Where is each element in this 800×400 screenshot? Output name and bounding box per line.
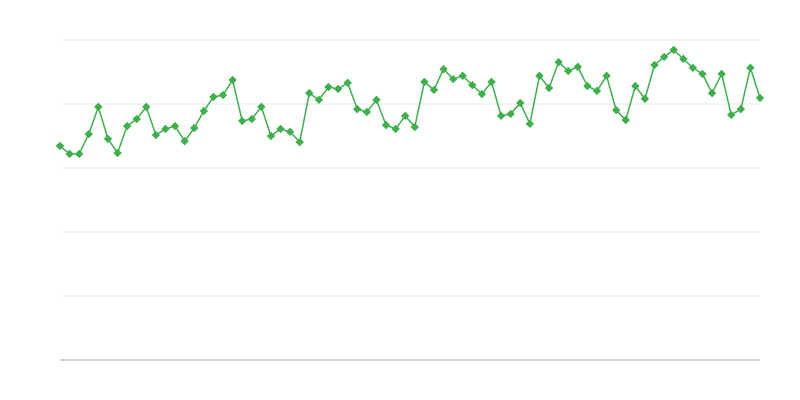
point-marker <box>391 124 400 134</box>
point-marker <box>746 63 755 73</box>
point-marker <box>458 71 467 81</box>
point-marker <box>755 93 765 103</box>
point-marker <box>602 71 611 81</box>
point-marker <box>727 110 736 120</box>
point-marker <box>640 94 650 104</box>
point-marker <box>247 114 256 124</box>
point-marker <box>228 75 237 85</box>
point-marker <box>266 131 276 141</box>
point-marker <box>544 83 554 93</box>
point-marker <box>257 102 266 112</box>
point-marker <box>707 88 717 98</box>
point-marker <box>295 137 304 147</box>
point-marker <box>611 105 621 115</box>
point-marker <box>132 114 141 124</box>
point-marker <box>381 120 391 130</box>
point-marker <box>688 63 698 73</box>
point-marker <box>180 136 189 146</box>
point-marker <box>199 106 209 116</box>
point-marker <box>516 98 525 108</box>
point-marker <box>669 45 678 55</box>
point-marker <box>592 86 602 96</box>
point-marker <box>55 141 65 151</box>
point-marker <box>353 104 362 114</box>
point-marker <box>698 69 707 79</box>
point-marker <box>496 111 506 121</box>
point-marker <box>343 78 352 88</box>
point-marker <box>525 119 535 129</box>
point-marker <box>410 122 419 132</box>
point-marker <box>679 54 688 64</box>
point-marker <box>113 148 122 158</box>
point-marker <box>218 90 228 100</box>
point-marker <box>583 81 592 91</box>
point-marker <box>506 109 515 119</box>
point-marker <box>209 92 218 102</box>
point-marker <box>401 111 410 121</box>
point-marker <box>659 52 669 62</box>
point-marker <box>650 60 659 70</box>
point-marker <box>535 71 544 81</box>
point-marker <box>122 121 132 131</box>
point-marker <box>314 95 324 105</box>
point-marker <box>65 149 74 159</box>
point-marker <box>170 121 180 131</box>
point-marker <box>94 102 103 112</box>
point-marker <box>103 134 113 144</box>
point-marker <box>372 95 381 105</box>
point-marker <box>487 77 496 87</box>
point-marker <box>333 84 343 94</box>
point-marker <box>142 102 151 112</box>
point-marker <box>554 57 563 67</box>
point-marker <box>477 89 487 99</box>
point-marker <box>276 124 285 134</box>
point-marker <box>717 69 726 79</box>
point-marker <box>573 62 583 72</box>
point-marker <box>74 149 84 159</box>
point-marker <box>736 104 746 114</box>
point-marker <box>362 107 372 117</box>
point-marker <box>631 81 640 91</box>
point-marker <box>237 116 247 126</box>
point-marker <box>429 85 439 95</box>
point-marker <box>448 74 458 84</box>
point-marker <box>190 123 199 133</box>
point-marker <box>324 82 333 92</box>
point-marker <box>420 77 429 87</box>
point-marker <box>468 80 477 90</box>
point-marker <box>621 115 630 125</box>
point-marker <box>305 88 314 98</box>
point-marker <box>564 66 573 76</box>
point-marker <box>439 64 448 74</box>
point-marker <box>151 130 161 140</box>
point-marker <box>161 124 170 134</box>
point-marker <box>84 129 93 139</box>
point-marker <box>285 127 295 137</box>
